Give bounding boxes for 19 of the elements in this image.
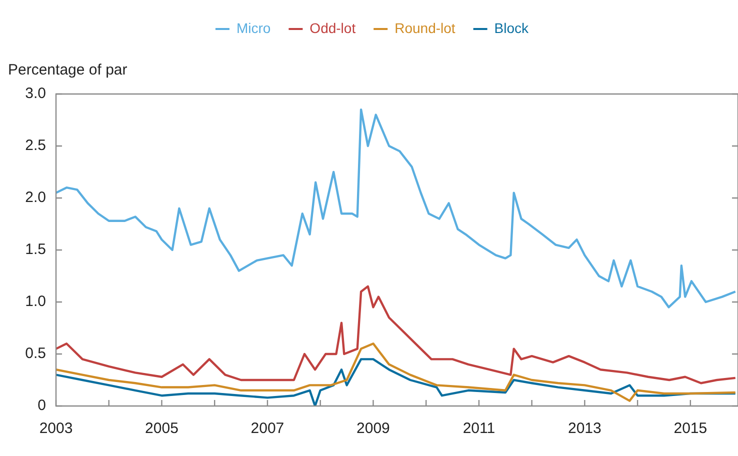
x-tick-label: 2013: [568, 420, 602, 438]
y-tick-label: 2.0: [25, 189, 46, 206]
y-tick-label: 0: [38, 397, 46, 414]
y-tick-label: 1.5: [25, 241, 46, 258]
y-tick-label: 2.5: [25, 137, 46, 154]
legend-label: Odd-lot: [310, 20, 356, 36]
x-tick-label: 2011: [462, 420, 496, 438]
x-tick-label: 2015: [674, 420, 708, 438]
x-tick-label: 2005: [145, 420, 178, 438]
y-tick-label: 0.5: [25, 345, 46, 362]
y-tick-label: 3.0: [25, 85, 46, 102]
legend-label: Block: [494, 20, 530, 36]
x-tick-label: 2009: [356, 420, 390, 438]
y-axis-title: Percentage of par: [8, 62, 128, 79]
x-tick-label: 2007: [250, 420, 284, 438]
x-tick-label: 2003: [39, 420, 73, 438]
y-tick-label: 1.0: [25, 293, 46, 310]
legend-label: Micro: [236, 20, 271, 36]
legend-label: Round-lot: [394, 20, 456, 36]
